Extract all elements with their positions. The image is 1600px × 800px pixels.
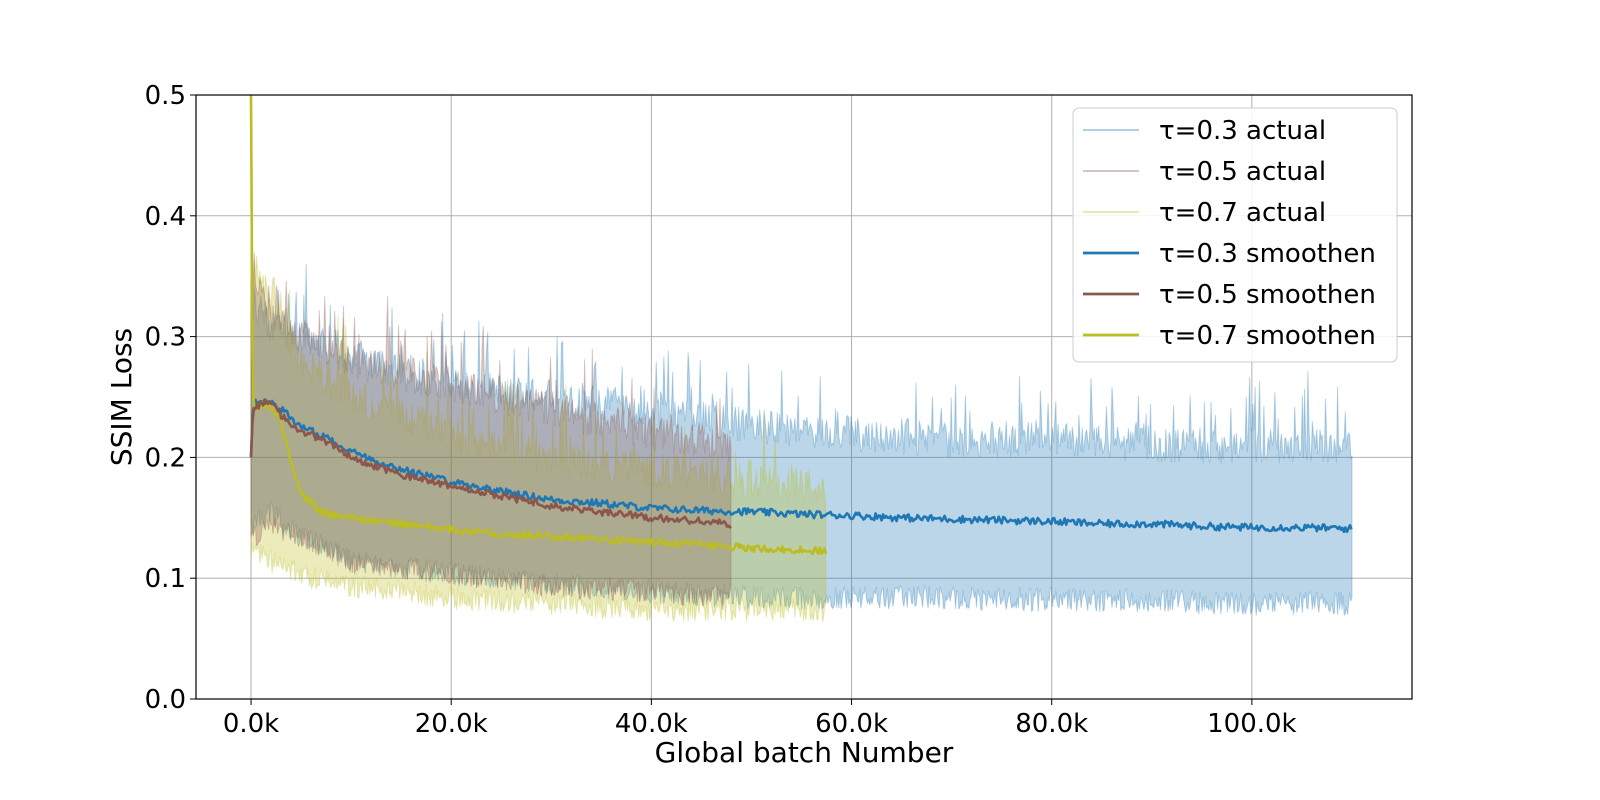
plot-frame	[195, 94, 1413, 700]
y-tick-label: 0.2	[145, 443, 186, 473]
ticks: 0.0k 20.0k 40.0k 60.0k 80.0k 100.0k 0.0 0.1 0.2 0…	[145, 81, 1297, 739]
y-tick-label: 0.4	[145, 202, 186, 232]
legend-label: τ=0.7 actual	[1159, 198, 1326, 228]
x-tick-label: 80.0k	[1015, 709, 1088, 739]
x-tick-label: 20.0k	[415, 709, 488, 739]
y-tick-label: 0.5	[145, 81, 186, 111]
legend-label: τ=0.3 actual	[1159, 116, 1326, 146]
x-tick-label: 100.0k	[1207, 709, 1297, 739]
line-tau-07-smoothen	[249, 95, 828, 556]
line-tau-03-smoothen	[249, 397, 1353, 534]
line-tau-05-smoothen	[249, 398, 732, 529]
legend: τ=0.3 actual τ=0.5 actual τ=0.7 actual τ=0.…	[1072, 107, 1398, 363]
legend-label: τ=0.5 actual	[1159, 157, 1326, 187]
legend-box	[1072, 107, 1398, 363]
x-tick-label: 40.0k	[615, 709, 688, 739]
smoothed-lines	[249, 95, 1353, 556]
x-tick-label: 0.0k	[223, 709, 279, 739]
y-tick-label: 0.0	[145, 685, 186, 715]
y-tick-label: 0.1	[145, 564, 186, 594]
legend-label: τ=0.5 smoothen	[1159, 280, 1376, 310]
x-tick-label: 60.0k	[815, 709, 888, 739]
band-tau-07-actual	[250, 255, 827, 624]
y-tick-label: 0.3	[145, 323, 186, 353]
legend-label: τ=0.3 smoothen	[1159, 239, 1376, 269]
x-axis-title: Global batch Number	[655, 736, 954, 769]
legend-label: τ=0.7 smoothen	[1159, 321, 1376, 351]
y-axis-title: SSIM Loss	[105, 328, 138, 466]
